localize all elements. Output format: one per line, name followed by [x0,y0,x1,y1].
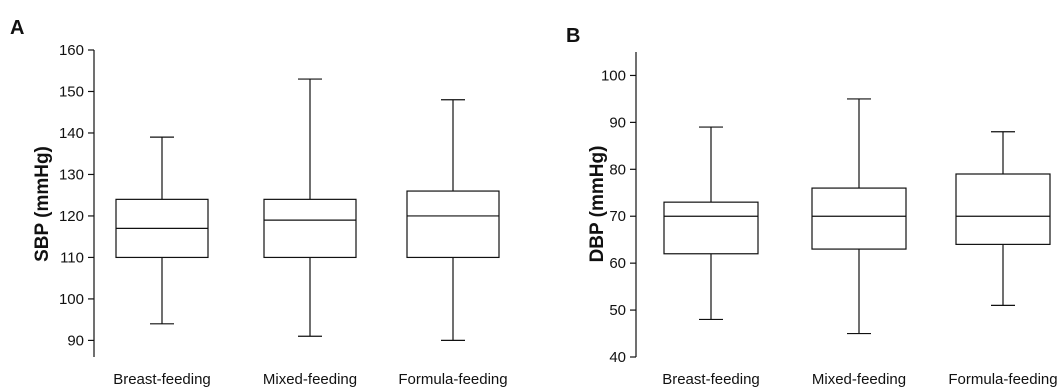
iqr-box [663,201,759,255]
y-tick-label-a: 100 [59,291,84,308]
category-label-a: Mixed-feeding [263,371,357,387]
y-tick-label-b: 100 [601,67,626,84]
y-axis-title-b: DBP (mmHg) [587,146,608,263]
category-label-b: Mixed-feeding [812,371,906,387]
y-tick-label-a: 140 [59,125,84,142]
box-plot-a [263,78,357,337]
iqr-box [263,198,357,259]
iqr-box [406,190,500,259]
category-label-a: Breast-feeding [113,371,211,387]
chart-panel-b: B 40 50 60 70 80 90 100 DBP (mmHg) Breast-feeding… [566,25,1058,387]
y-tick-label-a: 130 [59,166,84,183]
category-label-b: Breast-feeding [662,371,760,387]
y-tick-label-b: 70 [609,208,626,225]
box-plot-a [115,136,209,325]
y-tick-label-a: 120 [59,208,84,225]
y-tick-label-b: 60 [609,255,626,272]
iqr-box [955,173,1051,245]
panel-letter-b: B [566,25,580,47]
y-tick-label-b: 80 [609,161,626,178]
y-axis-title-a: SBP (mmHg) [32,146,53,262]
y-tick-label-b: 50 [609,302,626,319]
box-plot-a [406,99,500,342]
box-plot-b [955,131,1051,306]
y-tick-label-a: 110 [60,249,84,266]
y-tick-label-b: 90 [609,114,626,131]
chart-panel-a: A 90 100 110 120 130 140 150 160 SBP (mmHg) Breast… [10,17,508,387]
box-plot-b [663,126,759,321]
y-tick-label-b: 40 [609,349,626,366]
panel-letter-a: A [10,17,24,39]
category-label-a: Formula-feeding [398,371,507,387]
y-tick-label-a: 150 [59,83,84,100]
y-tick-label-a: 160 [59,42,84,59]
box-plot-b [811,98,907,335]
category-label-b: Formula-feeding [948,371,1057,387]
iqr-box [811,187,907,250]
y-tick-label-a: 90 [67,332,84,349]
